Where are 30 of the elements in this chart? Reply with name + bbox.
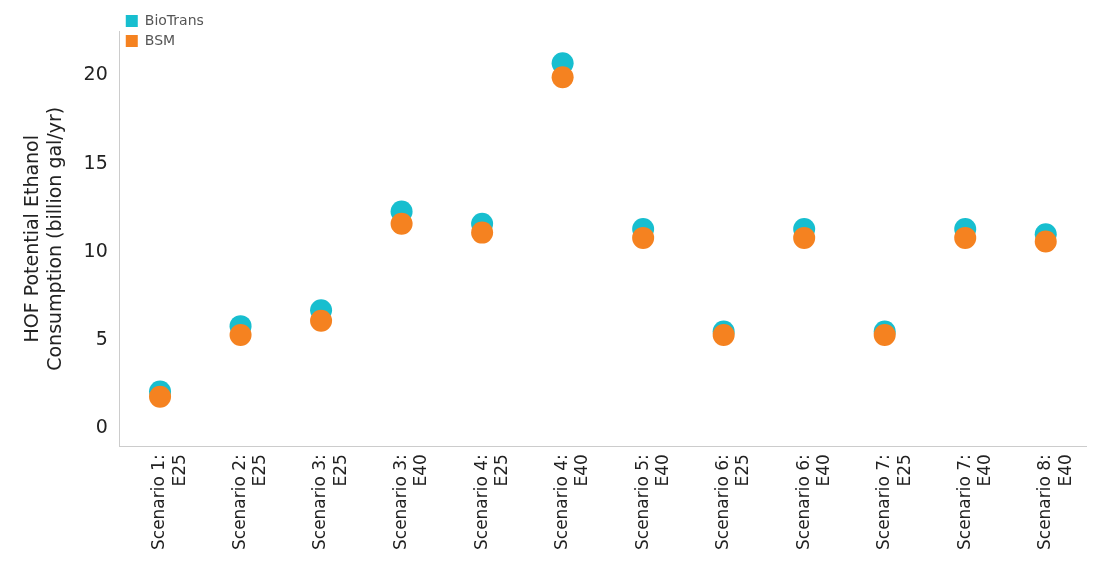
x-tick-label: Scenario 2: E25 [228, 454, 270, 551]
y-tick-label: 15 [83, 150, 108, 173]
point [310, 309, 333, 332]
legend-label: BSM [144, 31, 176, 48]
point [149, 385, 172, 408]
x-tick-label: Scenario 5: E40 [631, 454, 672, 551]
y-axis-title: HOF Potential Ethanol Consumption (billion gal/yr) [20, 106, 66, 371]
x-tick-label: Scenario 3: E25 [309, 454, 350, 551]
point [229, 323, 252, 346]
x-tick-label: Scenario 6: E40 [792, 454, 834, 551]
x-tick-label: Scenario 4: E40 [551, 454, 592, 551]
y-tick-label: 10 [83, 238, 108, 261]
x-tick-label: Scenario 7: E40 [953, 454, 995, 551]
y-tick-label: 5 [95, 327, 108, 350]
point [793, 226, 816, 249]
x-tick-label: Scenario 8: E40 [1034, 454, 1075, 551]
point [1034, 230, 1057, 253]
point [471, 221, 494, 244]
point [632, 226, 655, 249]
x-tick-label: Scenario 6: E25 [712, 454, 753, 551]
point [390, 212, 413, 235]
x-tick-label: Scenario 4: E25 [470, 454, 511, 551]
y-tick-label: 20 [83, 62, 108, 85]
point [954, 226, 977, 249]
x-tick-label: Scenario 7: E25 [873, 454, 914, 551]
x-tick-label: Scenario 3: E40 [390, 454, 431, 551]
legend-label: BioTrans [144, 11, 204, 28]
point [551, 66, 574, 89]
y-tick-label: 0 [95, 415, 108, 438]
x-tick-label: Scenario 1: E25 [148, 454, 189, 551]
